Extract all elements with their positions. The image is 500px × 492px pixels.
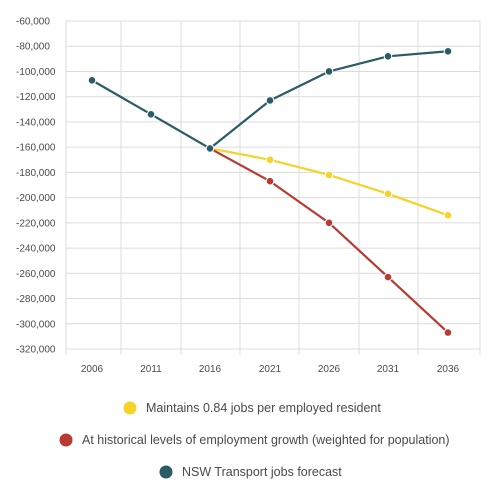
y-tick-label: -100,000	[16, 67, 56, 78]
x-tick-label: 2031	[377, 364, 400, 375]
x-tick-label: 2021	[259, 364, 282, 375]
legend-label: Maintains 0.84 jobs per employed residen…	[146, 401, 381, 415]
y-tick-label: -140,000	[16, 117, 56, 128]
data-point	[205, 144, 215, 153]
x-tick-label: 2036	[437, 364, 460, 375]
data-point	[324, 170, 334, 180]
chart-series	[87, 46, 453, 337]
y-tick-label: -120,000	[16, 92, 56, 103]
data-point	[265, 96, 275, 105]
data-point	[265, 176, 275, 186]
y-tick-label: -220,000	[16, 218, 56, 229]
x-tick-label: 2016	[199, 364, 222, 375]
data-point	[324, 67, 334, 76]
data-point	[265, 155, 275, 165]
y-tick-label: -260,000	[16, 269, 56, 280]
y-tick-label: -320,000	[16, 345, 56, 356]
y-tick-label: -60,000	[16, 17, 50, 28]
legend-marker	[59, 433, 73, 447]
y-tick-label: -240,000	[16, 244, 56, 255]
x-tick-label: 2026	[318, 364, 341, 375]
data-point	[443, 46, 453, 56]
y-tick-label: -280,000	[16, 294, 56, 305]
chart-axes: -60,000 -80,000 -100,000 -120,000 -140,000 -1…	[16, 17, 460, 376]
y-tick-label: -200,000	[16, 193, 56, 204]
data-point	[324, 218, 334, 228]
y-tick-label: -160,000	[16, 143, 56, 154]
data-point	[383, 189, 393, 199]
x-tick-label: 2011	[140, 364, 162, 375]
legend-marker	[123, 401, 137, 415]
y-tick-label: -300,000	[16, 319, 56, 330]
chart-legend: Maintains 0.84 jobs per employed residen…	[59, 401, 450, 479]
data-point	[443, 328, 453, 337]
series-line	[209, 147, 449, 217]
y-tick-label: -180,000	[16, 168, 56, 179]
data-point	[146, 110, 156, 119]
data-point	[443, 210, 453, 220]
x-tick-label: 2006	[81, 364, 104, 375]
data-point	[87, 75, 97, 85]
y-tick-label: -80,000	[16, 42, 50, 53]
legend-label: At historical levels of employment growt…	[82, 433, 450, 447]
legend-marker	[159, 465, 173, 479]
data-point	[383, 272, 393, 282]
data-point	[383, 52, 393, 61]
legend-label: NSW Transport jobs forecast	[182, 465, 342, 479]
chart-grid	[65, 20, 481, 355]
